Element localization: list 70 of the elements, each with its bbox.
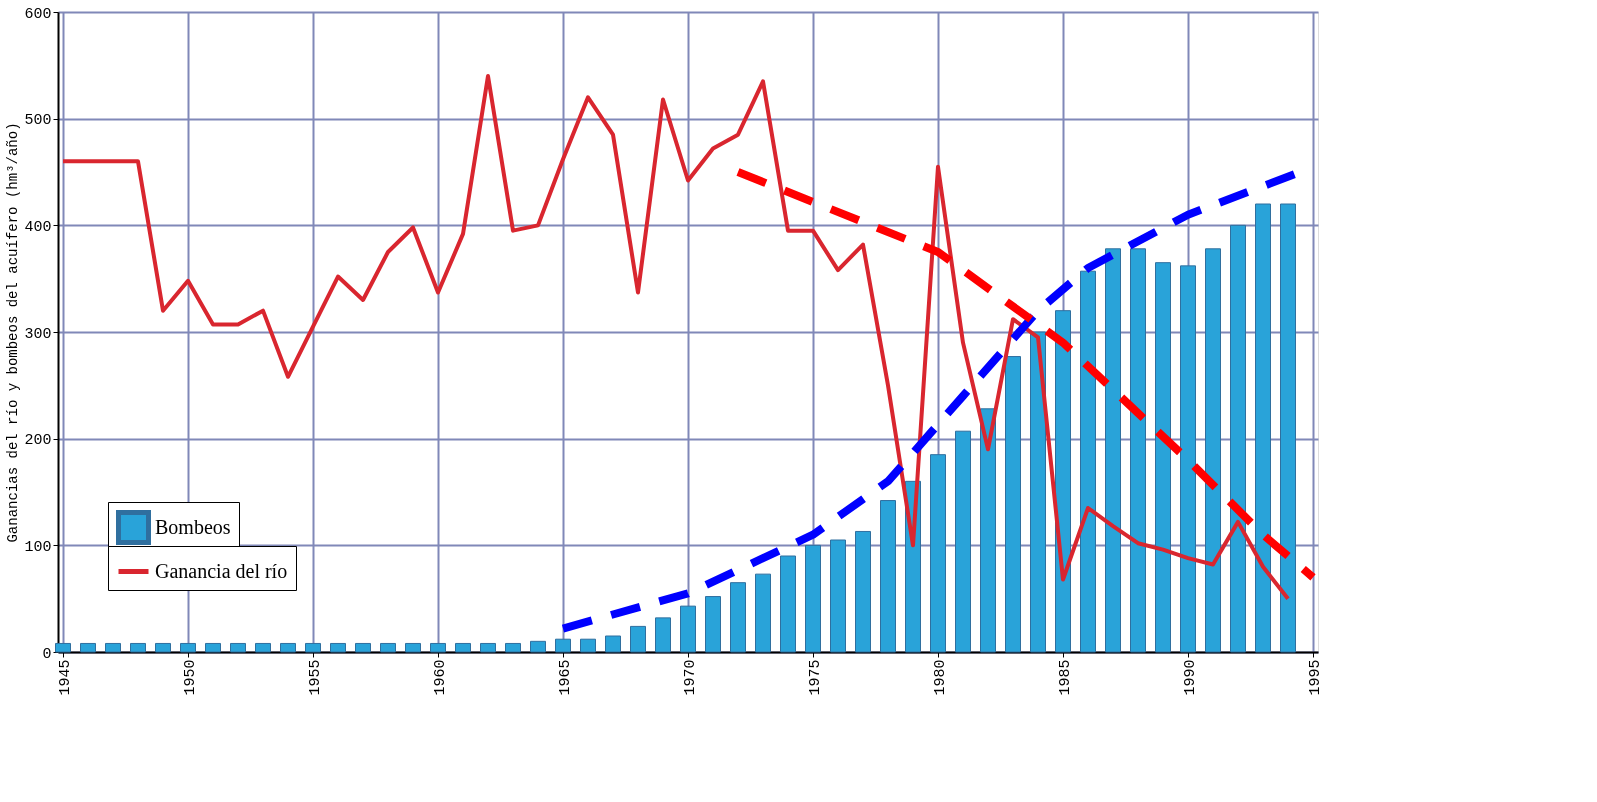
y-tick-label: 100	[24, 538, 52, 556]
x-tick-label: 1950	[181, 659, 199, 696]
bar	[1230, 224, 1246, 653]
x-tick-label: 1960	[431, 659, 449, 696]
bar	[255, 642, 271, 653]
bar	[730, 582, 746, 653]
bar	[805, 544, 821, 653]
bar	[1205, 248, 1221, 653]
bar	[180, 642, 196, 653]
bar	[680, 605, 696, 653]
y-tick-label: 400	[24, 218, 52, 236]
bar	[880, 500, 896, 653]
bar	[280, 642, 296, 653]
x-tick-label: 1980	[931, 659, 949, 696]
legend-label: Ganancia del río	[155, 559, 288, 582]
line-series	[61, 74, 1290, 601]
y-axis-title: Ganancias del río y bombeos del acuífero (hm³/año)	[5, 122, 22, 543]
bar	[1180, 265, 1196, 653]
bar	[430, 642, 446, 653]
bar	[1030, 331, 1046, 653]
x-tick-label: 1955	[306, 659, 324, 696]
y-tick-label: 200	[24, 432, 52, 450]
bar	[580, 638, 596, 653]
bar	[1105, 248, 1121, 653]
x-tick-label: 1965	[556, 659, 574, 696]
bar	[405, 642, 421, 653]
x-tick-label: 1970	[681, 659, 699, 696]
y-tick-label: 500	[24, 112, 52, 130]
x-tick-label: 1985	[1056, 659, 1074, 696]
bar	[980, 408, 996, 653]
bar	[105, 642, 121, 653]
bar	[55, 642, 71, 653]
bar	[130, 642, 146, 653]
bar	[305, 642, 321, 653]
bar	[230, 642, 246, 653]
bar	[1255, 203, 1271, 653]
bar	[530, 640, 546, 653]
bar	[330, 642, 346, 653]
x-tick-label: 1990	[1181, 659, 1199, 696]
bar	[155, 642, 171, 653]
bar	[1080, 270, 1096, 653]
bar	[830, 539, 846, 653]
legend-label: Bombeos	[155, 515, 231, 538]
bar	[755, 573, 771, 653]
bar	[1155, 262, 1171, 653]
bar	[705, 596, 721, 653]
bar	[930, 454, 946, 653]
bar	[1005, 356, 1021, 653]
y-tick-label: 0	[42, 645, 52, 663]
bar	[1280, 203, 1296, 653]
x-tick-label: 1995	[1306, 659, 1324, 696]
y-tick-label: 300	[24, 325, 52, 343]
bar	[355, 642, 371, 653]
bar	[630, 625, 646, 653]
x-tick-label: 1975	[806, 659, 824, 696]
x-tick-label: 1945	[56, 659, 74, 696]
bar	[480, 642, 496, 653]
y-tick-label: 600	[24, 5, 52, 23]
bar	[380, 642, 396, 653]
bar	[205, 642, 221, 653]
bar	[605, 635, 621, 653]
bar	[955, 430, 971, 653]
bar	[80, 642, 96, 653]
bar	[655, 617, 671, 653]
bar	[780, 555, 796, 653]
bar	[1130, 248, 1146, 653]
bar	[455, 642, 471, 653]
bar	[555, 638, 571, 653]
bar	[505, 642, 521, 653]
bar	[855, 530, 871, 653]
